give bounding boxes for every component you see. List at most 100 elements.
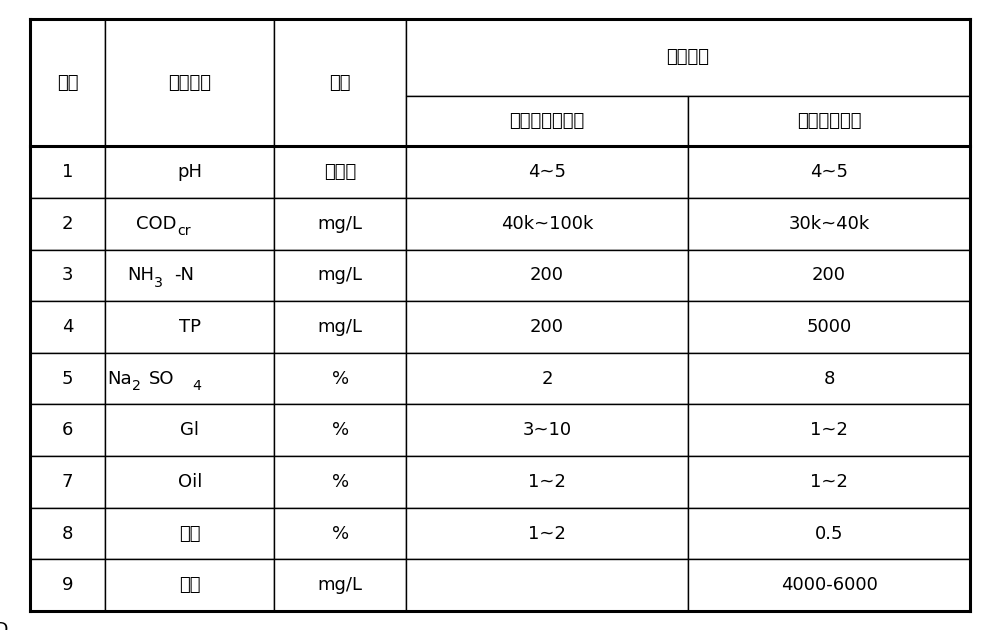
Bar (406, 404, 688, 456)
Text: 8: 8 (62, 525, 73, 542)
Bar (30, 19, 105, 146)
Text: cr: cr (177, 224, 190, 238)
Text: 200: 200 (812, 266, 846, 284)
Bar (105, 559, 274, 611)
Text: Gl: Gl (180, 421, 199, 439)
Bar (105, 301, 274, 353)
Text: mg/L: mg/L (318, 215, 363, 232)
Bar (688, 249, 970, 301)
Bar (274, 508, 406, 559)
Text: 4000-6000: 4000-6000 (781, 576, 877, 594)
Bar (688, 559, 970, 611)
Text: 7: 7 (62, 473, 73, 491)
Bar (105, 249, 274, 301)
Bar (30, 198, 105, 249)
Bar (406, 508, 688, 559)
Text: 1~2: 1~2 (810, 473, 848, 491)
Text: 9: 9 (62, 576, 73, 594)
Text: pH: pH (177, 163, 202, 181)
Bar (274, 404, 406, 456)
Bar (406, 96, 688, 146)
Bar (105, 146, 274, 198)
Text: %: % (332, 370, 349, 387)
Bar (406, 19, 970, 96)
Bar (274, 456, 406, 508)
Text: 酸化油水解废水: 酸化油水解废水 (509, 112, 585, 130)
Text: 白土: 白土 (179, 525, 201, 542)
Bar (406, 353, 688, 404)
Bar (30, 249, 105, 301)
Bar (406, 456, 688, 508)
Text: 水质指标: 水质指标 (168, 74, 211, 91)
Bar (688, 404, 970, 456)
Text: 皂脚酸化废水: 皂脚酸化废水 (797, 112, 861, 130)
Text: 无量纲: 无量纲 (324, 163, 356, 181)
Bar (688, 508, 970, 559)
Bar (406, 301, 688, 353)
Text: 0.5: 0.5 (815, 525, 843, 542)
Text: 6: 6 (62, 421, 73, 439)
Text: 5000: 5000 (806, 318, 852, 336)
Bar (105, 198, 274, 249)
Text: 2: 2 (541, 370, 553, 387)
Text: 40k~100k: 40k~100k (501, 215, 593, 232)
Bar (274, 559, 406, 611)
Text: 4~5: 4~5 (528, 163, 566, 181)
Bar (105, 508, 274, 559)
Text: 单位: 单位 (329, 74, 351, 91)
Text: %: % (332, 421, 349, 439)
Text: 废水来源: 废水来源 (666, 49, 710, 66)
Bar (688, 353, 970, 404)
Bar (688, 96, 970, 146)
Text: 4~5: 4~5 (810, 163, 848, 181)
Bar (105, 19, 274, 146)
Bar (30, 508, 105, 559)
Bar (274, 301, 406, 353)
Bar (688, 456, 970, 508)
Text: COD: COD (136, 215, 177, 232)
Text: TP: TP (179, 318, 201, 336)
Text: %: % (332, 473, 349, 491)
Bar (406, 198, 688, 249)
Bar (406, 559, 688, 611)
Bar (30, 456, 105, 508)
Bar (274, 19, 406, 146)
Bar (30, 301, 105, 353)
Bar (274, 146, 406, 198)
Bar (274, 353, 406, 404)
Text: 1~2: 1~2 (528, 473, 566, 491)
Bar (688, 198, 970, 249)
Text: 5: 5 (62, 370, 73, 387)
Text: mg/L: mg/L (318, 266, 363, 284)
Text: SO: SO (149, 370, 174, 387)
Bar (406, 249, 688, 301)
Text: -N: -N (174, 266, 194, 284)
Bar (30, 353, 105, 404)
Text: 序号: 序号 (57, 74, 78, 91)
Bar (105, 456, 274, 508)
Text: %: % (332, 525, 349, 542)
Text: 30k~40k: 30k~40k (788, 215, 870, 232)
Bar (688, 146, 970, 198)
Text: COD: COD (0, 621, 8, 630)
Text: Na: Na (107, 370, 132, 387)
Text: 3: 3 (62, 266, 73, 284)
Text: mg/L: mg/L (318, 576, 363, 594)
Text: 1: 1 (62, 163, 73, 181)
Text: 4: 4 (62, 318, 73, 336)
Text: 3: 3 (154, 275, 163, 290)
Text: 2: 2 (62, 215, 73, 232)
Bar (274, 198, 406, 249)
Text: Oil: Oil (178, 473, 202, 491)
Bar (105, 404, 274, 456)
Text: 200: 200 (530, 318, 564, 336)
Text: 1~2: 1~2 (528, 525, 566, 542)
Bar (30, 146, 105, 198)
Text: 硬度: 硬度 (179, 576, 201, 594)
Bar (105, 353, 274, 404)
Text: mg/L: mg/L (318, 318, 363, 336)
Text: 3~10: 3~10 (522, 421, 572, 439)
Text: 8: 8 (823, 370, 835, 387)
Text: 4: 4 (192, 379, 201, 393)
Bar (30, 404, 105, 456)
